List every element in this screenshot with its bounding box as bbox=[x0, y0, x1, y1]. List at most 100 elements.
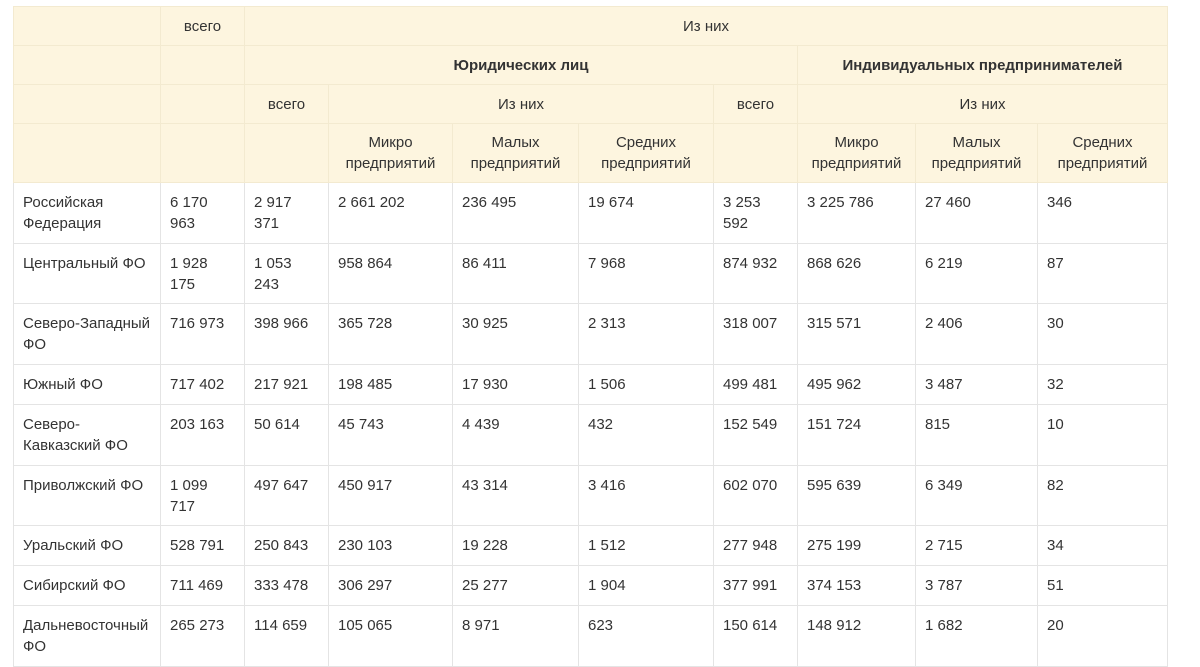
ip-small-cell: 1 682 bbox=[915, 605, 1038, 667]
ip-micro-cell: 3 225 786 bbox=[797, 182, 916, 244]
ip-micro-cell: 495 962 bbox=[797, 364, 916, 405]
legal-total-cell: 50 614 bbox=[244, 404, 329, 466]
legal-small-cell: 4 439 bbox=[452, 404, 579, 466]
header-empty-cell bbox=[13, 123, 161, 183]
header-total: всего bbox=[160, 6, 245, 46]
table-container: всего Из них Юридических лиц Индивидуаль… bbox=[13, 6, 1168, 667]
ip-medium-cell: 10 bbox=[1037, 404, 1168, 466]
region-cell: Южный ФО bbox=[13, 364, 161, 405]
total-cell: 203 163 bbox=[160, 404, 245, 466]
legal-micro-cell: 198 485 bbox=[328, 364, 453, 405]
total-cell: 1 099 717 bbox=[160, 465, 245, 526]
ip-micro-cell: 595 639 bbox=[797, 465, 916, 526]
ip-micro-cell: 148 912 bbox=[797, 605, 916, 667]
ip-micro-cell: 315 571 bbox=[797, 303, 916, 365]
table-header: всего Из них Юридических лиц Индивидуаль… bbox=[13, 6, 1168, 183]
region-cell: Центральный ФО bbox=[13, 243, 161, 304]
ip-medium-cell: 82 bbox=[1037, 465, 1168, 526]
ip-medium-cell: 20 bbox=[1037, 605, 1168, 667]
ip-total-cell: 150 614 bbox=[713, 605, 798, 667]
table-row: Сибирский ФО 711 469 333 478 306 297 25 … bbox=[13, 565, 1168, 606]
legal-small-cell: 25 277 bbox=[452, 565, 579, 606]
legal-small-cell: 8 971 bbox=[452, 605, 579, 667]
ip-small-cell: 815 bbox=[915, 404, 1038, 466]
ip-total-cell: 499 481 bbox=[713, 364, 798, 405]
ip-micro-cell: 151 724 bbox=[797, 404, 916, 466]
header-of-them: Из них bbox=[244, 6, 1168, 46]
table-row: Приволжский ФО 1 099 717 497 647 450 917… bbox=[13, 465, 1168, 526]
legal-micro-cell: 2 661 202 bbox=[328, 182, 453, 244]
table-row: Северо-Западный ФО 716 973 398 966 365 7… bbox=[13, 303, 1168, 365]
ip-small-cell: 3 487 bbox=[915, 364, 1038, 405]
legal-medium-cell: 432 bbox=[578, 404, 714, 466]
header-legal-micro: Микро предприятий bbox=[328, 123, 453, 183]
legal-medium-cell: 2 313 bbox=[578, 303, 714, 365]
header-empty-cell bbox=[244, 123, 329, 183]
header-empty-cell bbox=[13, 84, 161, 124]
legal-small-cell: 30 925 bbox=[452, 303, 579, 365]
header-row-1: всего Из них bbox=[13, 6, 1168, 46]
header-legal-medium: Средних предприятий bbox=[578, 123, 714, 183]
legal-small-cell: 19 228 bbox=[452, 525, 579, 566]
total-cell: 711 469 bbox=[160, 565, 245, 606]
legal-small-cell: 236 495 bbox=[452, 182, 579, 244]
table-row: Северо-Кавказский ФО 203 163 50 614 45 7… bbox=[13, 404, 1168, 466]
legal-micro-cell: 306 297 bbox=[328, 565, 453, 606]
header-legal-of-them: Из них bbox=[328, 84, 714, 124]
ip-total-cell: 874 932 bbox=[713, 243, 798, 304]
table-row: Южный ФО 717 402 217 921 198 485 17 930 … bbox=[13, 364, 1168, 405]
legal-micro-cell: 45 743 bbox=[328, 404, 453, 466]
header-ip-medium: Средних предприятий bbox=[1037, 123, 1168, 183]
legal-medium-cell: 19 674 bbox=[578, 182, 714, 244]
legal-small-cell: 86 411 bbox=[452, 243, 579, 304]
legal-micro-cell: 958 864 bbox=[328, 243, 453, 304]
legal-medium-cell: 1 506 bbox=[578, 364, 714, 405]
legal-total-cell: 398 966 bbox=[244, 303, 329, 365]
region-cell: Приволжский ФО bbox=[13, 465, 161, 526]
legal-micro-cell: 450 917 bbox=[328, 465, 453, 526]
ip-medium-cell: 51 bbox=[1037, 565, 1168, 606]
total-cell: 528 791 bbox=[160, 525, 245, 566]
ip-medium-cell: 87 bbox=[1037, 243, 1168, 304]
legal-total-cell: 2 917 371 bbox=[244, 182, 329, 244]
legal-total-cell: 333 478 bbox=[244, 565, 329, 606]
ip-micro-cell: 868 626 bbox=[797, 243, 916, 304]
ip-total-cell: 3 253 592 bbox=[713, 182, 798, 244]
ip-micro-cell: 275 199 bbox=[797, 525, 916, 566]
header-empty-cell bbox=[713, 123, 798, 183]
header-corner-cell bbox=[13, 6, 161, 46]
ip-total-cell: 602 070 bbox=[713, 465, 798, 526]
total-cell: 265 273 bbox=[160, 605, 245, 667]
legal-small-cell: 43 314 bbox=[452, 465, 579, 526]
header-empty-cell bbox=[160, 45, 245, 85]
ip-small-cell: 6 219 bbox=[915, 243, 1038, 304]
header-empty-cell bbox=[160, 84, 245, 124]
legal-micro-cell: 230 103 bbox=[328, 525, 453, 566]
header-empty-cell bbox=[13, 45, 161, 85]
region-cell: Дальневосточный ФО bbox=[13, 605, 161, 667]
ip-micro-cell: 374 153 bbox=[797, 565, 916, 606]
header-ip-micro: Микро предприятий bbox=[797, 123, 916, 183]
region-cell: Северо-Кавказский ФО bbox=[13, 404, 161, 466]
legal-medium-cell: 1 512 bbox=[578, 525, 714, 566]
ip-total-cell: 152 549 bbox=[713, 404, 798, 466]
ip-medium-cell: 30 bbox=[1037, 303, 1168, 365]
legal-medium-cell: 7 968 bbox=[578, 243, 714, 304]
ip-medium-cell: 32 bbox=[1037, 364, 1168, 405]
ip-medium-cell: 346 bbox=[1037, 182, 1168, 244]
header-ip-total: всего bbox=[713, 84, 798, 124]
legal-small-cell: 17 930 bbox=[452, 364, 579, 405]
region-cell: Северо-Западный ФО bbox=[13, 303, 161, 365]
header-empty-cell bbox=[160, 123, 245, 183]
ip-small-cell: 2 715 bbox=[915, 525, 1038, 566]
region-cell: Российская Федерация bbox=[13, 182, 161, 244]
header-row-3: всего Из них всего Из них bbox=[13, 84, 1168, 124]
header-legal-entities: Юридических лиц bbox=[244, 45, 798, 85]
header-legal-total: всего bbox=[244, 84, 329, 124]
table-row: Российская Федерация 6 170 963 2 917 371… bbox=[13, 182, 1168, 244]
ip-total-cell: 318 007 bbox=[713, 303, 798, 365]
legal-medium-cell: 623 bbox=[578, 605, 714, 667]
region-cell: Уральский ФО bbox=[13, 525, 161, 566]
smb-statistics-table: всего Из них Юридических лиц Индивидуаль… bbox=[13, 6, 1168, 667]
ip-small-cell: 2 406 bbox=[915, 303, 1038, 365]
